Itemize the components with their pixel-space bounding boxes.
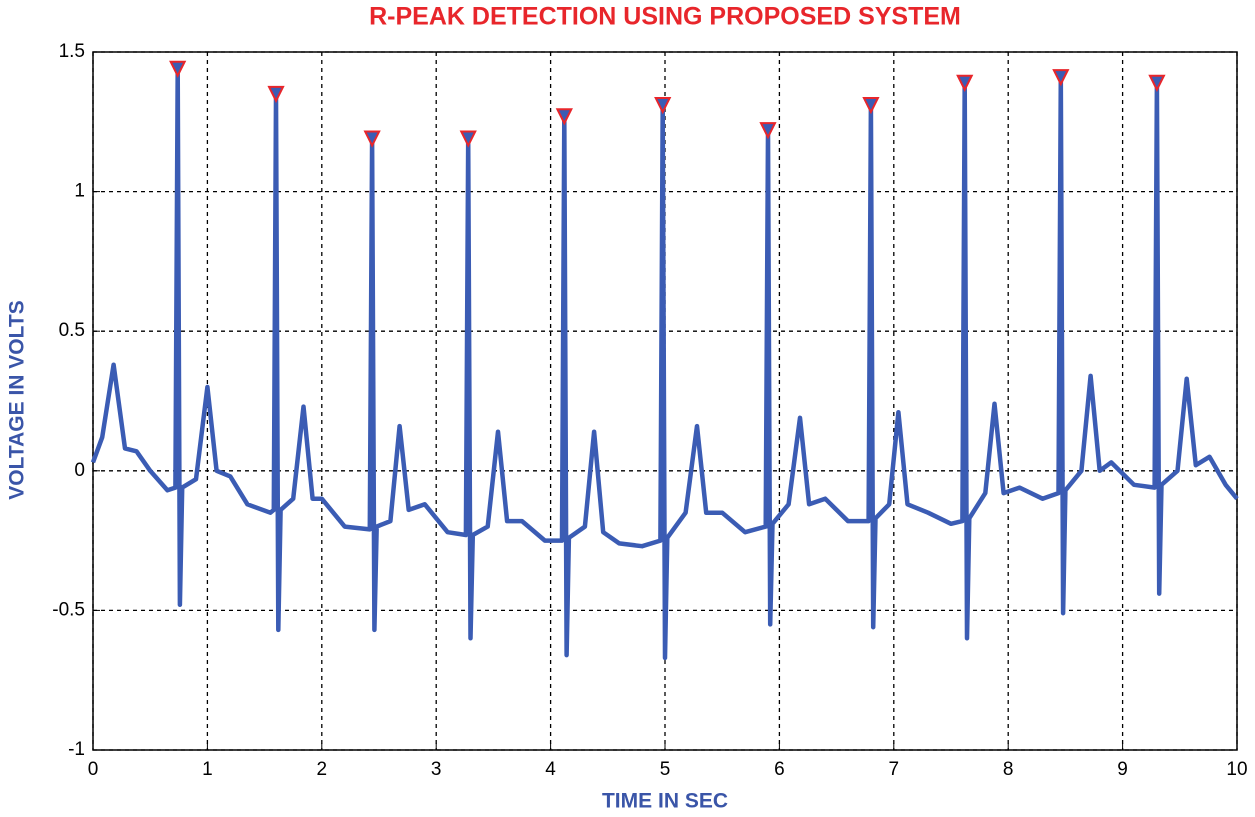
r-peak-marker (1148, 74, 1166, 92)
x-tick-label: 2 (317, 759, 328, 780)
x-tick-label: 10 (1226, 759, 1247, 780)
x-axis-label: TIME IN SEC (602, 790, 728, 813)
r-peak-marker (1052, 69, 1070, 87)
y-tick-label: 0 (74, 460, 85, 481)
x-tick-label: 4 (545, 759, 556, 780)
plot-frame (92, 51, 1238, 751)
x-tick-label: 1 (202, 759, 213, 780)
x-tick-label: 5 (660, 759, 671, 780)
x-tick-label: 6 (774, 759, 785, 780)
y-tick-label: 1.5 (59, 41, 85, 62)
r-peak-marker (363, 130, 381, 148)
y-tick-label: -0.5 (52, 599, 85, 620)
chart-title: R-PEAK DETECTION USING PROPOSED SYSTEM (369, 3, 961, 31)
r-peak-marker (862, 97, 880, 115)
y-tick-label: 1 (74, 181, 85, 202)
r-peak-marker (654, 97, 672, 115)
x-tick-label: 0 (88, 759, 99, 780)
r-peak-marker (956, 74, 974, 92)
y-axis-label: VOLTAGE IN VOLTS (6, 300, 29, 500)
x-tick-label: 8 (1003, 759, 1014, 780)
ecg-line (90, 66, 1239, 661)
x-tick-label: 3 (431, 759, 442, 780)
r-peak-marker (759, 122, 777, 140)
y-tick-label: 0.5 (59, 320, 85, 341)
y-tick-label: -1 (68, 739, 85, 760)
r-peak-marker (459, 130, 477, 148)
x-tick-label: 7 (889, 759, 900, 780)
x-tick-label: 9 (1117, 759, 1128, 780)
r-peak-marker (267, 85, 285, 104)
r-peak-marker (169, 60, 187, 78)
r-peak-marker (555, 108, 573, 126)
